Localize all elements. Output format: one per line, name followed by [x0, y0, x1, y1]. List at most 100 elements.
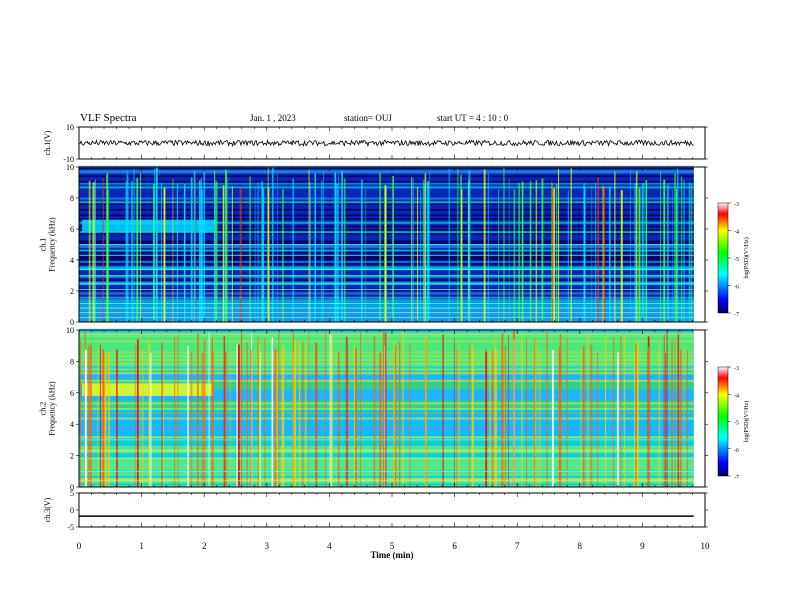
y-tick-label: 6	[70, 225, 74, 234]
ch1-sferic-streak	[597, 177, 599, 322]
ch2-sferic-streak	[587, 332, 589, 487]
ch2-sferic-streak	[264, 337, 266, 487]
ch2-sferic-streak	[201, 352, 204, 487]
y-axis-label: ch.1(V)	[43, 130, 52, 155]
ch1-sferic-streak	[193, 170, 196, 322]
ch2-sferic-streak	[623, 337, 626, 487]
ch2-sferic-streak	[458, 344, 460, 487]
ch2-sferic-streak	[453, 338, 455, 487]
ch2-sferic-streak	[84, 349, 87, 487]
ch1-sferic-streak	[567, 190, 569, 322]
ch2-sferic-streak	[671, 341, 673, 487]
x-tick-label: 1	[139, 541, 144, 551]
figure-title: VLF Spectra	[80, 112, 137, 124]
ch1-sferic-streak	[691, 183, 693, 322]
ch1-sferic-streak	[508, 178, 510, 322]
ch2-sferic-streak	[187, 346, 189, 487]
y-tick-label: 0	[70, 506, 74, 515]
ch2-colorbar-label: log(PSD)(V²/Hz)	[743, 401, 750, 442]
ch1-sferic-streak	[88, 180, 91, 322]
ch1-sferic-streak	[602, 185, 604, 322]
ch1-sferic-streak	[468, 170, 471, 322]
ch2-sferic-streak	[648, 346, 650, 487]
ch2-sferic-streak	[442, 334, 444, 487]
ch2-sferic-streak	[332, 330, 333, 487]
ch1-sferic-streak	[314, 172, 317, 322]
ch1-sferic-streak	[257, 182, 259, 322]
ch1-sferic-streak	[570, 168, 572, 322]
ch1-spectral-band	[79, 167, 694, 170]
ch1-sferic-streak	[125, 181, 127, 322]
y-tick-label: -10	[63, 155, 74, 164]
ch2-sferic-streak	[658, 343, 661, 487]
ch2-sferic-streak	[259, 352, 261, 487]
ch2-sferic-streak	[208, 332, 210, 487]
ch2-sferic-streak	[315, 343, 317, 487]
ch1-sferic-streak	[638, 187, 641, 322]
ch1-sferic-streak	[239, 187, 242, 322]
ch2-sferic-streak	[274, 349, 277, 487]
y-tick-label: 6	[70, 389, 74, 398]
ch2-sferic-streak	[538, 347, 540, 487]
ch2-sferic-streak	[330, 343, 331, 487]
colorbar-tick-label: -5	[734, 257, 739, 263]
y-tick-label: 4	[70, 256, 74, 265]
y-axis-label: ch.3(V)	[43, 497, 52, 522]
ch2-sferic-streak	[501, 333, 504, 487]
ch2-sferic-streak	[580, 350, 582, 487]
ch2-sferic-streak	[409, 343, 411, 487]
y-tick-label: -5	[67, 523, 74, 532]
ch1-sferic-streak	[321, 180, 323, 322]
ch1-sferic-streak	[200, 177, 203, 322]
ch1-sferic-streak	[420, 190, 421, 322]
ch1-sferic-streak	[338, 173, 339, 322]
ch1-sferic-streak	[392, 176, 394, 322]
y-tick-label: 10	[66, 326, 74, 335]
ch2-sferic-streak	[354, 339, 356, 487]
ch1-sferic-streak	[214, 182, 216, 322]
ch1-sferic-streak	[267, 187, 270, 322]
ch1-sferic-streak	[591, 185, 593, 322]
ch2-sferic-streak	[337, 351, 340, 487]
ch1-sferic-streak	[94, 179, 96, 322]
ch1-spectral-band	[79, 175, 694, 178]
ch1-sferic-streak	[603, 185, 606, 322]
ch1-sferic-streak	[379, 172, 382, 322]
ch2-colorbar	[717, 366, 729, 477]
ch2-sferic-streak	[271, 337, 274, 487]
ch2-sferic-streak	[495, 349, 497, 487]
ch1-sferic-streak	[558, 168, 560, 322]
ch1-sferic-streak	[344, 178, 346, 322]
ch1-sferic-streak	[683, 179, 685, 322]
ch1-sferic-streak	[384, 186, 387, 322]
ch1-sferic-streak	[688, 182, 691, 322]
ch2-sferic-streak	[250, 349, 252, 487]
ch1-spectral-band	[79, 176, 694, 180]
ch1-sferic-streak	[422, 179, 425, 322]
ch1-emission-band	[82, 219, 217, 233]
ch1-sferic-streak	[680, 176, 683, 322]
ch2-sferic-streak	[292, 351, 294, 487]
y-tick-label: 10	[66, 123, 74, 132]
ch2-sferic-streak	[174, 336, 176, 487]
ch1-sferic-streak	[153, 168, 156, 322]
x-tick-label: 7	[515, 541, 520, 551]
ch2-sferic-streak	[360, 331, 361, 487]
ch1-sferic-streak	[620, 190, 623, 322]
ch1-sferic-streak	[663, 179, 666, 322]
ch2-sferic-streak	[393, 342, 396, 487]
ch2-sferic-streak	[97, 345, 99, 487]
ch2-sferic-streak	[468, 343, 470, 487]
ch1-sferic-streak	[642, 182, 645, 322]
y-axis-label: ch.2	[39, 402, 48, 416]
ch1-sferic-streak	[551, 181, 553, 322]
ch1-sferic-streak	[341, 171, 343, 322]
ch1-colorbar-label: log(PSD)(V²/Hz)	[743, 237, 750, 278]
x-tick-label: 3	[265, 541, 270, 551]
ch1-sferic-streak	[163, 187, 166, 322]
ch2-sferic-streak	[293, 339, 296, 487]
ch1-sferic-streak	[106, 174, 108, 322]
ch1-sferic-streak	[198, 180, 201, 322]
x-tick-label: 6	[452, 541, 457, 551]
colorbar-tick-label: -5	[734, 421, 739, 427]
